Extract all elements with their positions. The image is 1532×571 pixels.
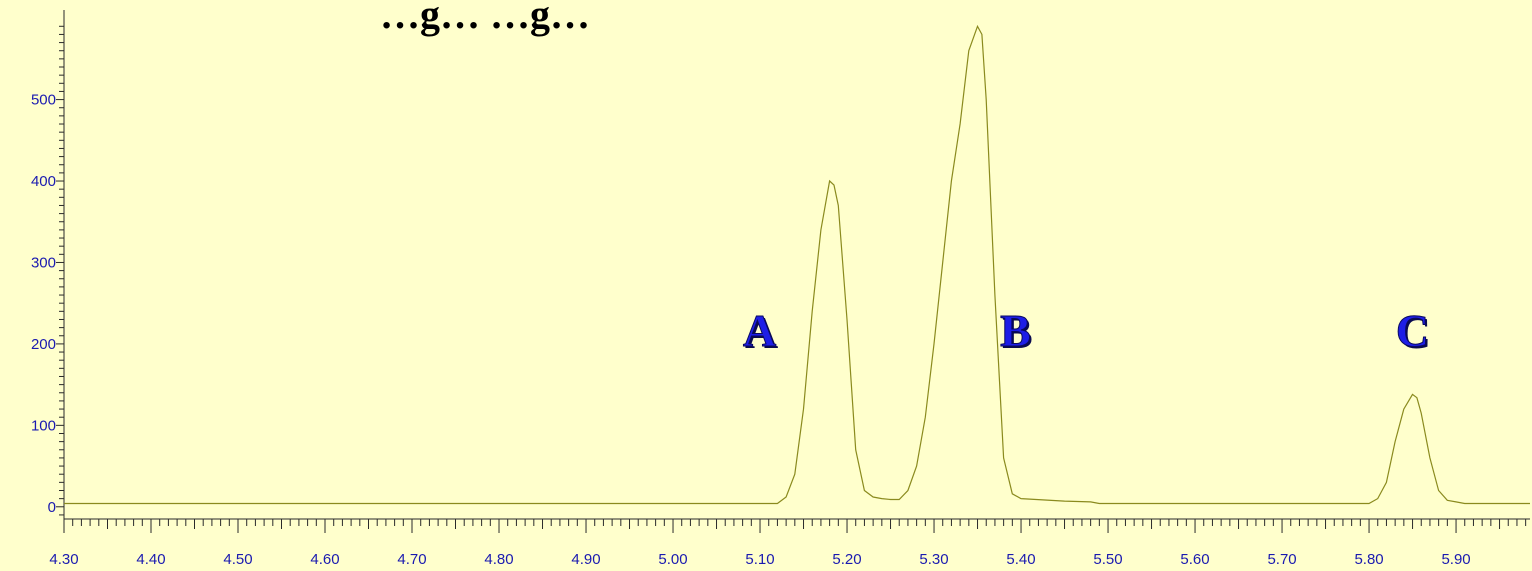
peak-label-shadow: C <box>1398 307 1431 358</box>
x-tick-label: 5.00 <box>658 551 687 568</box>
x-tick-label: 4.60 <box>310 551 339 568</box>
y-tick-label: 400 <box>31 173 56 190</box>
x-tick-label: 4.50 <box>223 551 252 568</box>
peak-label-a: A <box>743 305 776 356</box>
x-tick-label: 4.80 <box>484 551 513 568</box>
x-tick-label: 4.70 <box>397 551 426 568</box>
chromatogram-trace <box>64 24 1530 505</box>
y-tick-label: 0 <box>48 499 56 516</box>
x-tick-label: 5.80 <box>1354 551 1383 568</box>
y-tick-label: 500 <box>31 92 56 109</box>
peak-labels: AA BB CC <box>743 305 1432 359</box>
chart-title: …g… …g… <box>380 0 590 37</box>
x-tick-label: 5.10 <box>745 551 774 568</box>
x-tick-label: 4.30 <box>49 551 78 568</box>
peak-label-b: B <box>1000 305 1031 356</box>
peak-label-shadow: B <box>1002 307 1033 358</box>
x-tick-label: 5.20 <box>832 551 861 568</box>
y-tick-label: 100 <box>31 417 56 434</box>
x-tick-label: 4.90 <box>571 551 600 568</box>
peak-label-c: C <box>1396 305 1429 356</box>
x-tick-label: 4.40 <box>136 551 165 568</box>
x-axis: 4.30 4.40 4.50 4.60 4.70 4.80 4.90 5.00 5.10 5.20… <box>49 518 1530 568</box>
x-tick-label: 5.40 <box>1006 551 1035 568</box>
y-tick-label: 300 <box>31 254 56 271</box>
y-axis: 0 100 200 300 400 500 <box>31 10 65 519</box>
x-tick-label: 5.30 <box>919 551 948 568</box>
x-tick-label: 5.60 <box>1180 551 1209 568</box>
x-tick-label: 5.90 <box>1441 551 1470 568</box>
x-tick-label: 5.50 <box>1093 551 1122 568</box>
x-tick-label: 5.70 <box>1267 551 1296 568</box>
y-tick-label: 200 <box>31 336 56 353</box>
peak-label-shadow: A <box>745 307 778 358</box>
